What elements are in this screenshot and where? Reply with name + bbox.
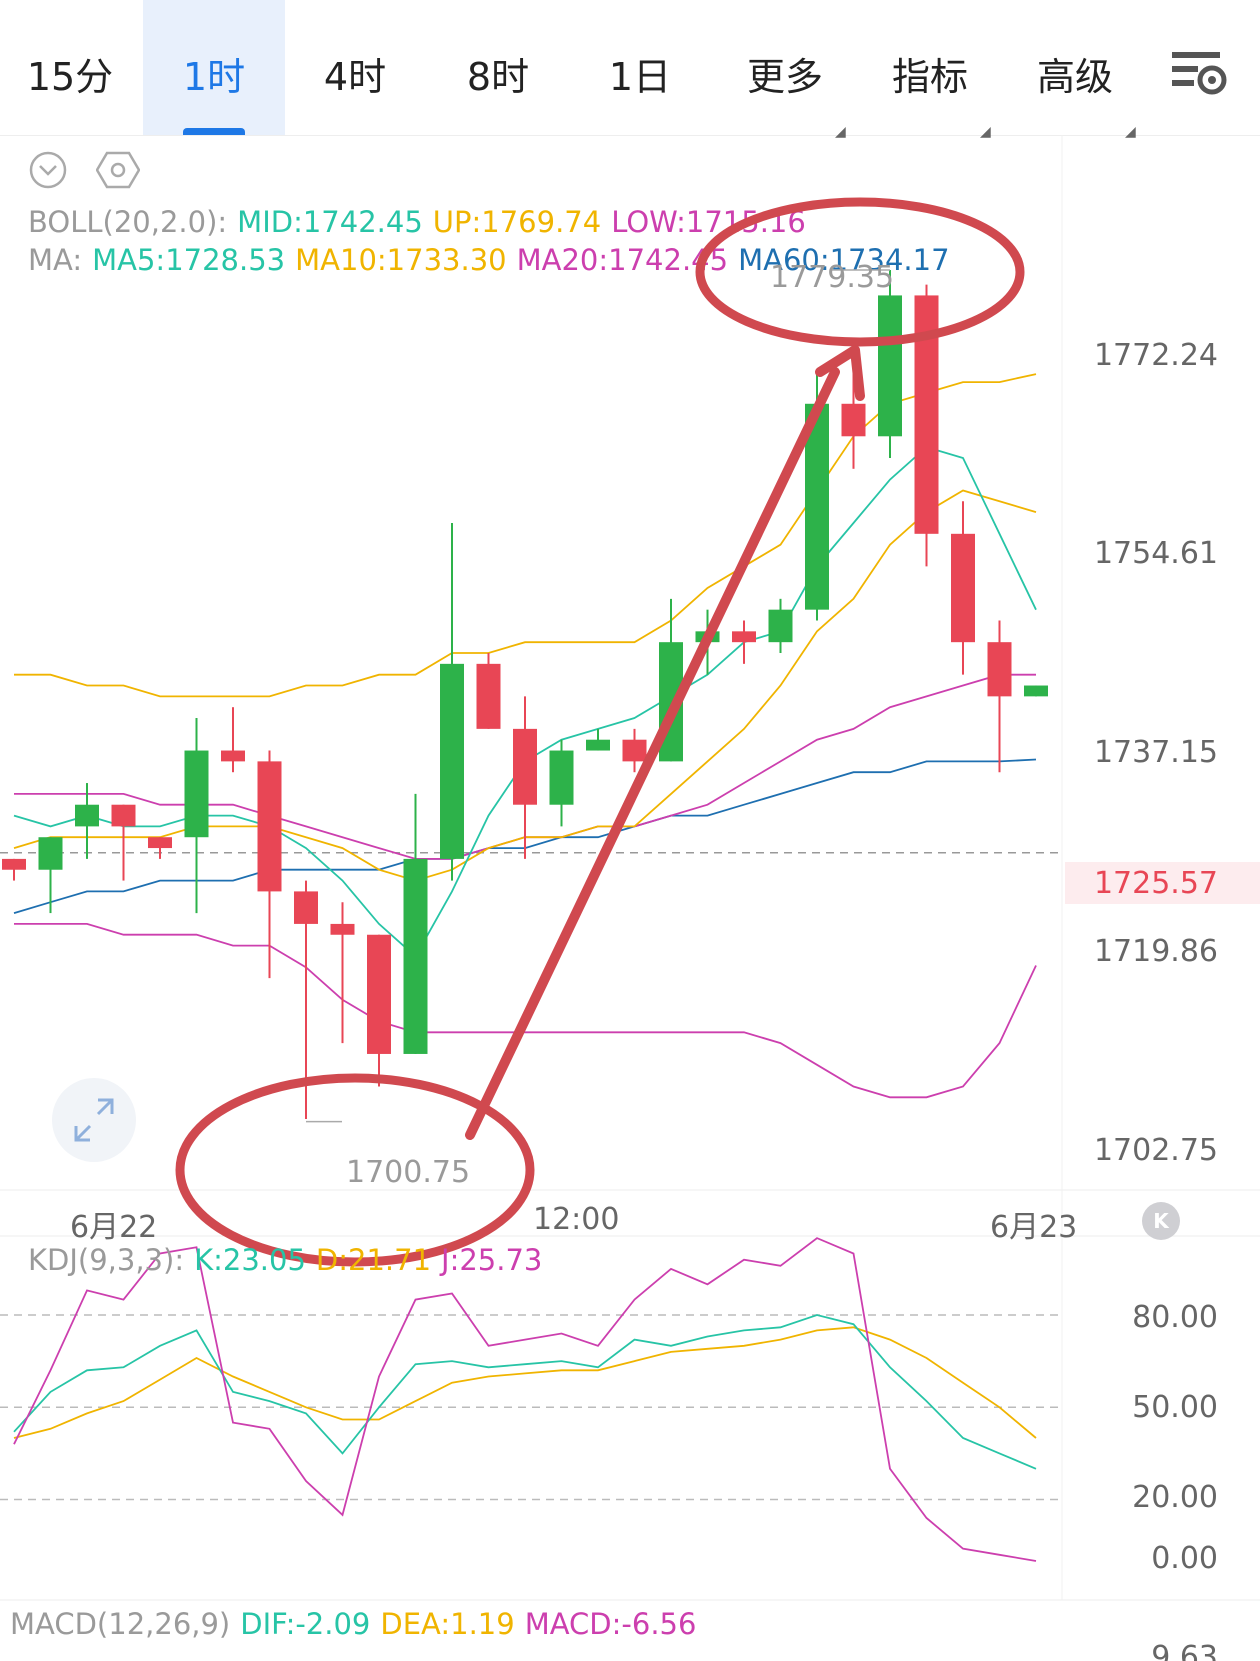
candle-body	[1024, 685, 1048, 697]
kdj-k: K:23.05	[194, 1243, 306, 1277]
k-line-icon[interactable]: K	[1142, 1202, 1180, 1240]
kdj-axis-label: 80.00	[1132, 1300, 1218, 1335]
kdj-axis-label: 50.00	[1132, 1390, 1218, 1425]
price-axis-label: 1737.15	[1093, 735, 1218, 770]
tab-4h[interactable]: 4时	[323, 55, 387, 99]
candle-body	[768, 609, 793, 643]
price-axis-label: 1702.75	[1093, 1133, 1218, 1168]
candle-body	[513, 728, 537, 805]
boll-mid: MID:1742.45	[237, 205, 423, 239]
price-axis-label: 1719.86	[1093, 934, 1218, 969]
price-axis-label: 1772.24	[1093, 338, 1218, 373]
candle-body	[805, 403, 829, 610]
tab-advanced[interactable]: 高级 ◢	[1000, 0, 1150, 140]
annotation-arrow-shaft	[465, 367, 840, 1140]
kdj-legend: KDJ(9,3,3): K:23.05 D:21.71 J:25.73	[28, 1243, 552, 1277]
min-price-label: 1700.75	[346, 1155, 471, 1190]
kdj-d: D:21.71	[315, 1243, 432, 1277]
annotation-circle-bottom	[175, 1073, 535, 1267]
ma10-label: MA10:1733.30	[295, 243, 507, 277]
candle-body	[38, 837, 63, 870]
boll-up: UP:1769.74	[432, 205, 602, 239]
tab-1h[interactable]: 1时	[143, 0, 285, 135]
candle-body	[367, 934, 391, 1054]
chevron-down-circle-icon[interactable]	[28, 150, 68, 190]
time-axis-label: 12:00	[533, 1202, 620, 1237]
candle-body	[622, 739, 647, 762]
max-price-label: 1779.35	[770, 260, 895, 295]
candle-body	[75, 804, 99, 827]
annotation-arrow-head	[815, 345, 865, 401]
candle-body	[440, 663, 464, 859]
kdj-j: J:25.73	[441, 1243, 543, 1277]
candle-body	[221, 750, 245, 762]
macd-dea: DEA:1.19	[380, 1607, 515, 1641]
ma-legend: MA: MA5:1728.53 MA10:1733.30 MA20:1742.45 MA…	[28, 243, 960, 277]
ma20-label: MA20:1742.45	[516, 243, 729, 277]
macd-title: MACD(12,26,9)	[10, 1607, 231, 1641]
timeframe-tab-bar: 15分 1时 4时 8时 1日 更多 ◢ 指标 ◢ 高级 ◢	[0, 0, 1260, 140]
macd-axis-label: 9.63	[1151, 1640, 1218, 1661]
expand-icon[interactable]	[52, 1078, 136, 1162]
time-axis-label: 6月23	[990, 1210, 1078, 1245]
dropdown-triangle-icon: ◢	[1125, 124, 1136, 140]
candle-body	[987, 642, 1012, 697]
candle-body	[257, 761, 282, 892]
tab-15min[interactable]: 15分	[26, 55, 114, 99]
macd-dif: DIF:-2.09	[240, 1607, 371, 1641]
candle-body	[184, 750, 209, 838]
candle-body	[330, 923, 355, 935]
hexagon-settings-icon[interactable]	[96, 150, 140, 190]
ma5-label: MA5:1728.53	[92, 243, 286, 277]
candle-body	[951, 533, 975, 643]
tab-8h[interactable]: 8时	[466, 55, 530, 99]
kdj-axis-label: 20.00	[1132, 1480, 1218, 1515]
tab-indicators[interactable]: 指标 ◢	[855, 0, 1005, 140]
current-price-label: 1725.57	[1093, 866, 1218, 901]
boll-legend: BOLL(20,2.0): MID:1742.45 UP:1769.74 LOW:17…	[28, 205, 816, 239]
candle-body	[732, 631, 756, 643]
current-price-tag	[1065, 862, 1260, 904]
macd-value: MACD:-6.56	[524, 1607, 697, 1641]
boll-lower-line	[14, 923, 1037, 1099]
candle-body	[476, 663, 501, 729]
dropdown-triangle-icon: ◢	[835, 124, 846, 140]
candle-body	[148, 837, 172, 849]
candle-body	[403, 858, 428, 1054]
kdj-d-line	[13, 1326, 1037, 1439]
dropdown-triangle-icon: ◢	[980, 124, 991, 140]
kdj-axis-label: 0.00	[1151, 1541, 1218, 1576]
macd-legend: MACD(12,26,9) DIF:-2.09 DEA:1.19 MACD:-6.56	[10, 1607, 706, 1641]
time-axis-label: 6月22	[70, 1210, 158, 1245]
ma-title: MA:	[28, 243, 83, 277]
candle-body	[878, 295, 902, 437]
candle-body	[294, 891, 318, 924]
tab-more[interactable]: 更多 ◢	[710, 0, 860, 140]
boll-title: BOLL(20,2.0):	[28, 205, 228, 239]
candle-body	[841, 403, 866, 437]
kdj-title: KDJ(9,3,3):	[28, 1243, 185, 1277]
active-tab-indicator	[183, 128, 245, 135]
candle-body	[2, 858, 26, 870]
candle-body	[586, 739, 610, 751]
candle-body	[549, 750, 574, 805]
tab-1d[interactable]: 1日	[608, 55, 672, 99]
boll-upper-line	[14, 373, 1037, 698]
kdj-k-line	[13, 1314, 1037, 1470]
ma60-label: MA60:1734.17	[738, 243, 950, 277]
candle-body	[111, 804, 136, 827]
price-axis-label: 1754.61	[1093, 536, 1218, 571]
annotation-circle-top	[695, 197, 1025, 347]
kdj-j-line	[13, 1237, 1037, 1562]
chart-settings-icon[interactable]	[1170, 48, 1230, 98]
